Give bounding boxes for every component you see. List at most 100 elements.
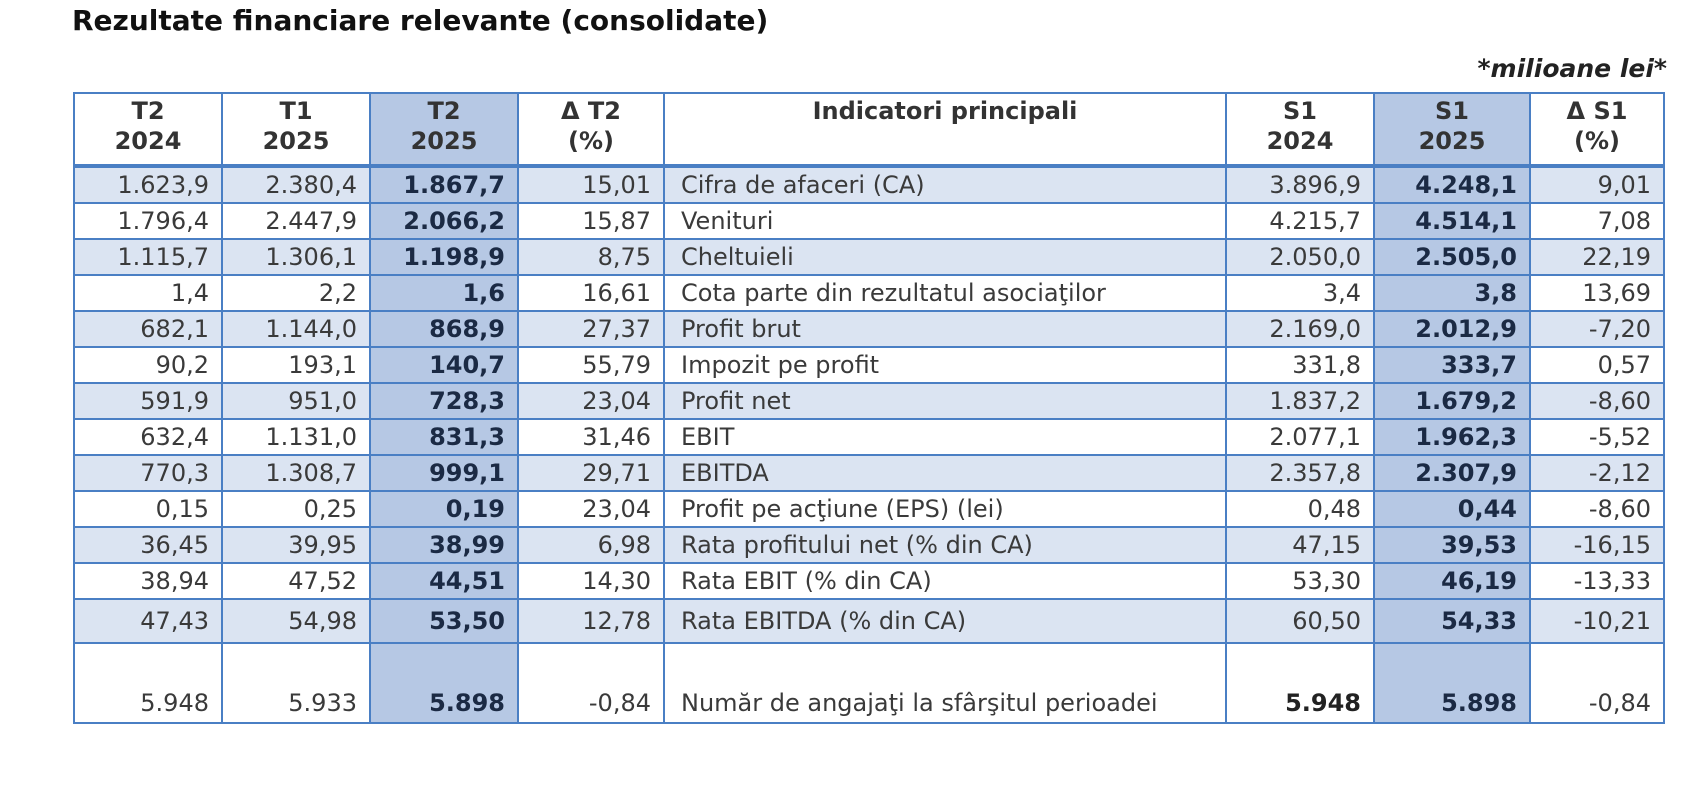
cell-indicator: Cota parte din rezultatul asociaţilor (663, 274, 1227, 312)
cell-t2-2024: 591,9 (73, 382, 223, 420)
cell-indicator: Impozit pe profit (663, 346, 1227, 384)
cell-t1-2025: 951,0 (221, 382, 371, 420)
cell-t2-2024: 5.948 (73, 642, 223, 724)
header-s1-2025: S1 2025 (1373, 92, 1531, 168)
table-row: 1.623,9 2.380,4 1.867,7 15,01 Cifra de a… (73, 165, 1665, 204)
table-body: 1.623,9 2.380,4 1.867,7 15,01 Cifra de a… (73, 165, 1665, 724)
cell-t2-2024: 90,2 (73, 346, 223, 384)
cell-t1-2025: 2,2 (221, 274, 371, 312)
cell-s1-2025: 333,7 (1373, 346, 1531, 384)
table-row: 5.948 5.933 5.898 -0,84 Număr de angajaţ… (73, 642, 1665, 724)
cell-t2-2024: 1.115,7 (73, 238, 223, 276)
cell-delta-s1: -5,52 (1529, 418, 1665, 456)
cell-delta-t2: 8,75 (517, 238, 665, 276)
cell-delta-t2: 29,71 (517, 454, 665, 492)
cell-delta-t2: 31,46 (517, 418, 665, 456)
table-row: 0,15 0,25 0,19 23,04 Profit pe acţiune (… (73, 490, 1665, 528)
cell-t2-2025: 53,50 (369, 598, 519, 644)
header-s1-2024-line2: 2024 (1266, 127, 1334, 155)
table-row: 38,94 47,52 44,51 14,30 Rata EBIT (% din… (73, 562, 1665, 600)
header-t2-2024-line2: 2024 (114, 127, 182, 155)
header-delta-t2-line1: Δ T2 (561, 97, 621, 125)
cell-t1-2025: 2.380,4 (221, 165, 371, 204)
cell-delta-t2: 14,30 (517, 562, 665, 600)
cell-delta-s1: 22,19 (1529, 238, 1665, 276)
cell-delta-s1: -8,60 (1529, 382, 1665, 420)
cell-t1-2025: 1.144,0 (221, 310, 371, 348)
cell-delta-t2: 23,04 (517, 382, 665, 420)
cell-delta-s1: 13,69 (1529, 274, 1665, 312)
cell-s1-2024: 3,4 (1225, 274, 1375, 312)
cell-t1-2025: 193,1 (221, 346, 371, 384)
header-t1-2025-line1: T1 (279, 97, 313, 125)
cell-delta-s1: -0,84 (1529, 642, 1665, 724)
cell-s1-2025: 2.307,9 (1373, 454, 1531, 492)
cell-t2-2025: 728,3 (369, 382, 519, 420)
cell-delta-s1: 9,01 (1529, 165, 1665, 204)
table-header: T2 2024 T1 2025 T2 2025 Δ T2 (%) Indicat… (73, 92, 1665, 168)
cell-delta-t2: 55,79 (517, 346, 665, 384)
cell-s1-2025: 2.505,0 (1373, 238, 1531, 276)
cell-s1-2024: 4.215,7 (1225, 202, 1375, 240)
cell-t2-2024: 632,4 (73, 418, 223, 456)
cell-s1-2025: 46,19 (1373, 562, 1531, 600)
cell-indicator: Venituri (663, 202, 1227, 240)
cell-t2-2024: 682,1 (73, 310, 223, 348)
cell-delta-t2: 27,37 (517, 310, 665, 348)
cell-t2-2025: 1.867,7 (369, 165, 519, 204)
cell-s1-2025: 0,44 (1373, 490, 1531, 528)
cell-indicator: Rata profitului net (% din CA) (663, 526, 1227, 564)
header-delta-s1-line1: Δ S1 (1566, 97, 1628, 125)
cell-s1-2024: 47,15 (1225, 526, 1375, 564)
cell-indicator: Număr de angajaţi la sfârşitul perioadei (663, 642, 1227, 724)
table-row: 1,4 2,2 1,6 16,61 Cota parte din rezulta… (73, 274, 1665, 312)
cell-t1-2025: 39,95 (221, 526, 371, 564)
cell-delta-s1: -8,60 (1529, 490, 1665, 528)
page-title: Rezultate financiare relevante (consolid… (72, 4, 769, 37)
cell-s1-2025: 39,53 (1373, 526, 1531, 564)
cell-s1-2025: 4.248,1 (1373, 165, 1531, 204)
cell-s1-2024: 0,48 (1225, 490, 1375, 528)
cell-t1-2025: 54,98 (221, 598, 371, 644)
header-delta-s1-line2: (%) (1574, 127, 1620, 155)
cell-s1-2024: 2.050,0 (1225, 238, 1375, 276)
cell-t1-2025: 1.131,0 (221, 418, 371, 456)
cell-indicator: Cheltuieli (663, 238, 1227, 276)
cell-t2-2024: 36,45 (73, 526, 223, 564)
header-indicator-label: Indicatori principali (812, 97, 1078, 125)
cell-t2-2024: 770,3 (73, 454, 223, 492)
header-s1-2024-line1: S1 (1283, 97, 1317, 125)
cell-delta-s1: -16,15 (1529, 526, 1665, 564)
unit-note: *milioane lei* (1477, 54, 1667, 83)
cell-delta-t2: 6,98 (517, 526, 665, 564)
cell-t2-2025: 38,99 (369, 526, 519, 564)
cell-t2-2025: 999,1 (369, 454, 519, 492)
cell-s1-2025: 4.514,1 (1373, 202, 1531, 240)
header-t1-2025-line2: 2025 (262, 127, 330, 155)
cell-t2-2024: 1.623,9 (73, 165, 223, 204)
cell-t2-2024: 1,4 (73, 274, 223, 312)
header-s1-2025-line2: 2025 (1418, 127, 1486, 155)
cell-delta-s1: -10,21 (1529, 598, 1665, 644)
cell-s1-2025: 54,33 (1373, 598, 1531, 644)
cell-indicator: Profit net (663, 382, 1227, 420)
cell-indicator: Profit brut (663, 310, 1227, 348)
cell-t2-2024: 1.796,4 (73, 202, 223, 240)
cell-s1-2024: 3.896,9 (1225, 165, 1375, 204)
header-s1-2024: S1 2024 (1225, 92, 1375, 168)
cell-t2-2024: 47,43 (73, 598, 223, 644)
header-t2-2024: T2 2024 (73, 92, 223, 168)
table-row: 47,43 54,98 53,50 12,78 Rata EBITDA (% d… (73, 598, 1665, 644)
table-row: 90,2 193,1 140,7 55,79 Impozit pe profit… (73, 346, 1665, 384)
cell-indicator: Rata EBIT (% din CA) (663, 562, 1227, 600)
cell-delta-t2: -0,84 (517, 642, 665, 724)
cell-t2-2025: 831,3 (369, 418, 519, 456)
table-row: 591,9 951,0 728,3 23,04 Profit net 1.837… (73, 382, 1665, 420)
cell-s1-2024: 60,50 (1225, 598, 1375, 644)
cell-t1-2025: 47,52 (221, 562, 371, 600)
cell-s1-2024: 331,8 (1225, 346, 1375, 384)
cell-t1-2025: 1.306,1 (221, 238, 371, 276)
cell-t2-2025: 2.066,2 (369, 202, 519, 240)
cell-indicator: EBIT (663, 418, 1227, 456)
header-t2-2025-line2: 2025 (410, 127, 478, 155)
